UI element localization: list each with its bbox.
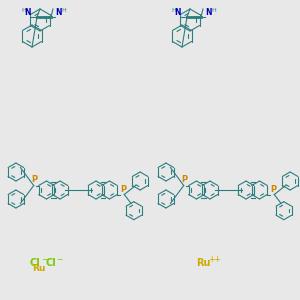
Text: P: P xyxy=(182,176,188,184)
Text: Cl: Cl xyxy=(45,258,56,268)
Text: N: N xyxy=(174,8,181,17)
Text: H: H xyxy=(61,8,66,13)
Text: Cl: Cl xyxy=(30,258,41,268)
Text: H: H xyxy=(171,8,176,13)
Text: −: − xyxy=(41,255,47,264)
Text: H: H xyxy=(211,8,216,13)
Text: −: − xyxy=(56,255,62,264)
Text: Ru: Ru xyxy=(196,258,211,268)
Text: H: H xyxy=(21,8,26,13)
Text: P: P xyxy=(32,176,38,184)
Text: ++: ++ xyxy=(208,255,221,264)
Text: P: P xyxy=(120,184,126,194)
Text: Ru: Ru xyxy=(32,264,45,273)
Text: N: N xyxy=(205,8,211,17)
Text: N: N xyxy=(55,8,62,17)
Text: P: P xyxy=(270,184,276,194)
Text: N: N xyxy=(24,8,31,17)
